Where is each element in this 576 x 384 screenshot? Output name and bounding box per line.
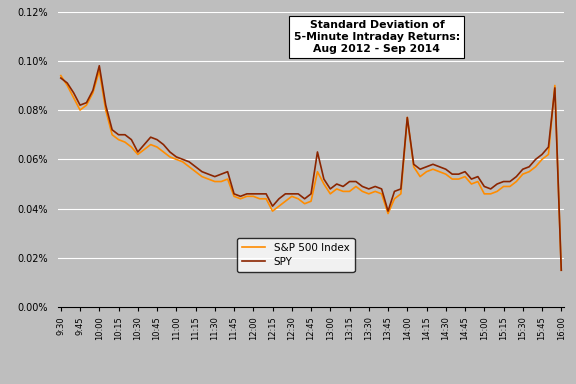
Line: SPY: SPY	[61, 66, 561, 270]
SPY	[199, 169, 206, 174]
SPY	[430, 162, 437, 167]
S&P 500 Index	[185, 164, 192, 169]
S&P 500 Index	[353, 184, 359, 189]
SPY	[269, 204, 276, 209]
SPY	[185, 159, 192, 164]
S&P 500 Index	[58, 73, 65, 78]
Line: S&P 500 Index: S&P 500 Index	[61, 71, 561, 270]
S&P 500 Index	[430, 167, 437, 172]
S&P 500 Index	[269, 209, 276, 214]
S&P 500 Index	[96, 68, 103, 73]
Legend: S&P 500 Index, SPY: S&P 500 Index, SPY	[237, 238, 355, 272]
Text: Standard Deviation of
5-Minute Intraday Returns:
Aug 2012 - Sep 2014: Standard Deviation of 5-Minute Intraday …	[294, 20, 460, 54]
SPY	[558, 268, 564, 273]
S&P 500 Index	[199, 174, 206, 179]
SPY	[353, 179, 359, 184]
SPY	[58, 76, 65, 80]
S&P 500 Index	[558, 268, 564, 273]
SPY	[96, 63, 103, 68]
SPY	[263, 192, 270, 196]
S&P 500 Index	[263, 197, 270, 201]
